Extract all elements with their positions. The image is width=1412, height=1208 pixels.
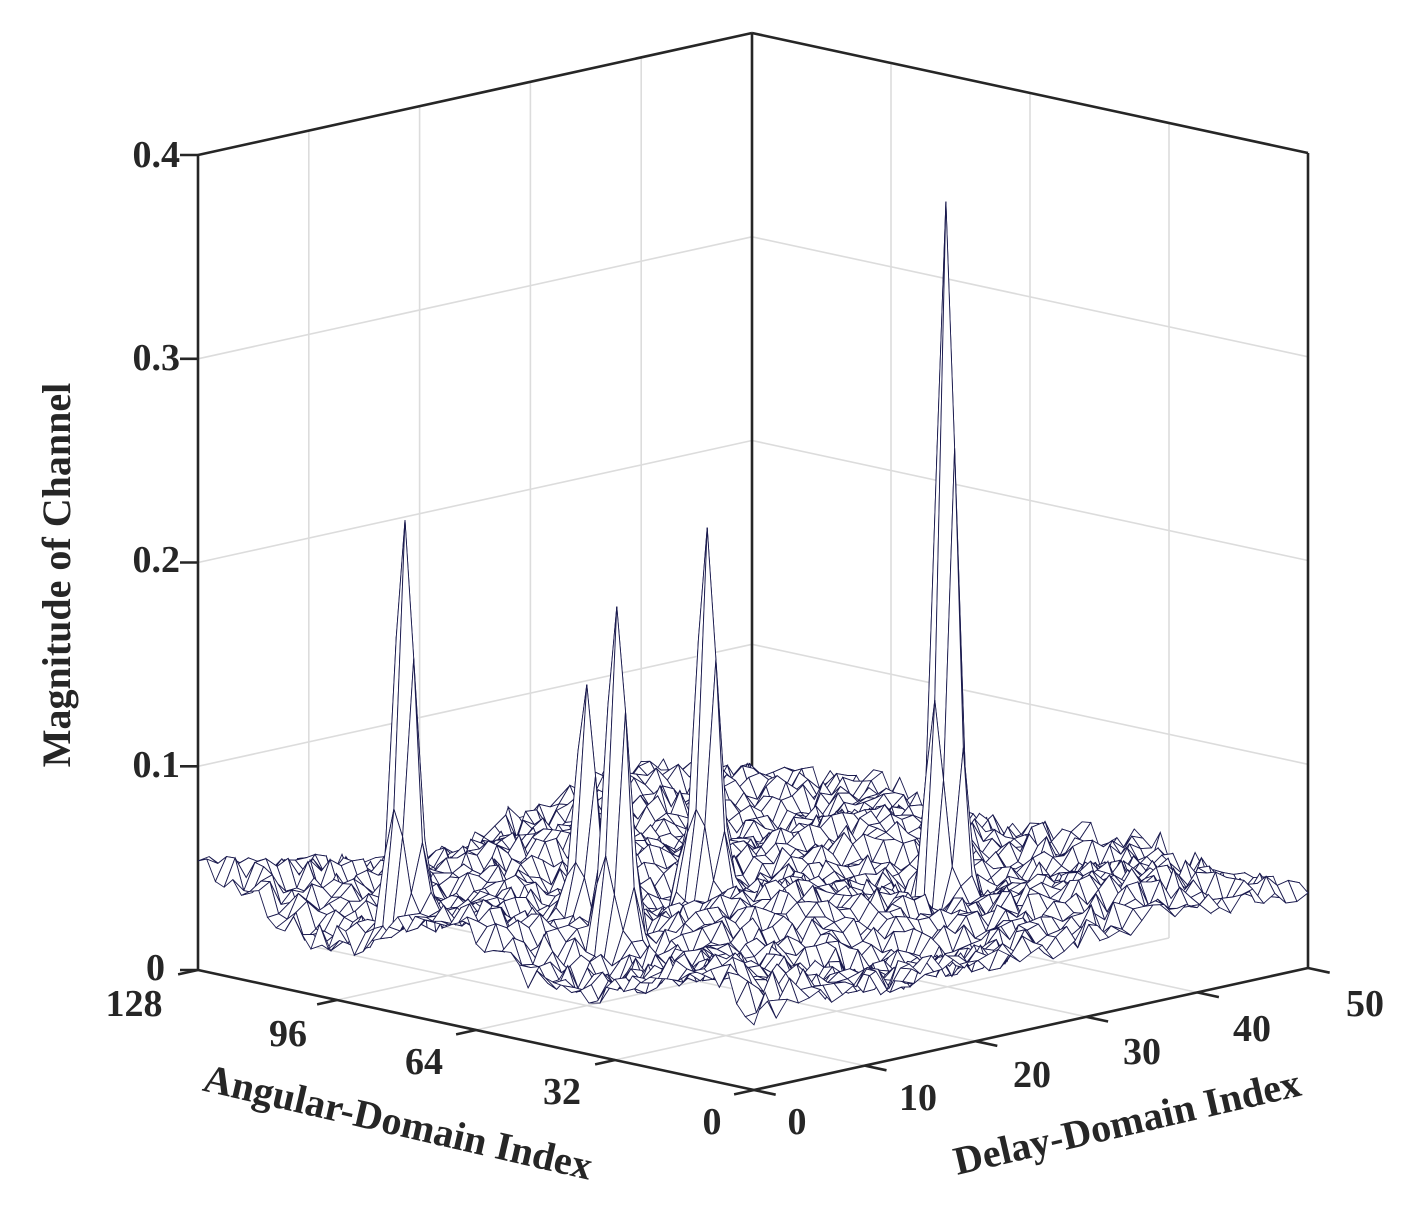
delay-tick-mark (1086, 1015, 1109, 1023)
box-edge (751, 31, 1309, 155)
delay-axis-label: Delay-Domain Index (949, 1060, 1304, 1184)
delay-tick-mark (1307, 966, 1330, 974)
delay-tick-label: 50 (1346, 983, 1384, 1025)
axes-box (196, 31, 1310, 970)
angle-tick-label: 64 (405, 1041, 443, 1083)
delay-tick-mark (753, 1088, 776, 1096)
angle-tick-label: 128 (106, 983, 163, 1025)
angle-tick-mark (177, 968, 199, 976)
delay-tick-mark (864, 1064, 887, 1072)
delay-tick-label: 40 (1233, 1008, 1271, 1050)
z-tick-label: 0.2 (133, 539, 181, 581)
delay-tick-label: 10 (899, 1077, 937, 1119)
surface-mesh (197, 201, 1309, 1026)
grid-line-floor (614, 937, 1170, 1061)
delay-tick-mark (975, 1039, 998, 1048)
angle-tick-mark (733, 1088, 755, 1096)
delay-axis-line (753, 966, 1309, 1092)
z-tick-label: 0.3 (133, 337, 181, 379)
grid-line-z (197, 643, 753, 768)
angle-tick-label: 96 (269, 1013, 307, 1055)
angle-axis-line (197, 968, 755, 1092)
mesh-cell (744, 992, 766, 1026)
box-edge (197, 31, 753, 157)
delay-tick-label: 20 (1013, 1054, 1051, 1096)
tick-marks (177, 153, 1330, 1096)
mesh-cell (766, 998, 789, 1020)
grid-line-z (197, 439, 753, 564)
z-tick-label: 0 (146, 947, 165, 989)
angle-tick-label: 0 (703, 1101, 722, 1143)
angle-tick-label: 32 (543, 1071, 581, 1113)
angle-axis-label: Angular-Domain Index (199, 1055, 596, 1188)
mesh-cell (518, 964, 540, 989)
angle-tick-mark (455, 1028, 477, 1036)
delay-tick-mark (1196, 991, 1220, 999)
z-tick-label: 0.4 (133, 134, 181, 176)
angle-tick-mark (316, 998, 338, 1006)
delay-tick-label: 30 (1123, 1031, 1161, 1073)
grid-line-z (197, 236, 753, 360)
angle-tick-mark (594, 1058, 616, 1066)
delay-tick-label: 0 (788, 1101, 807, 1143)
z-axis-label: Magnitude of Channel (34, 383, 79, 768)
z-tick-label: 0.1 (133, 744, 181, 786)
